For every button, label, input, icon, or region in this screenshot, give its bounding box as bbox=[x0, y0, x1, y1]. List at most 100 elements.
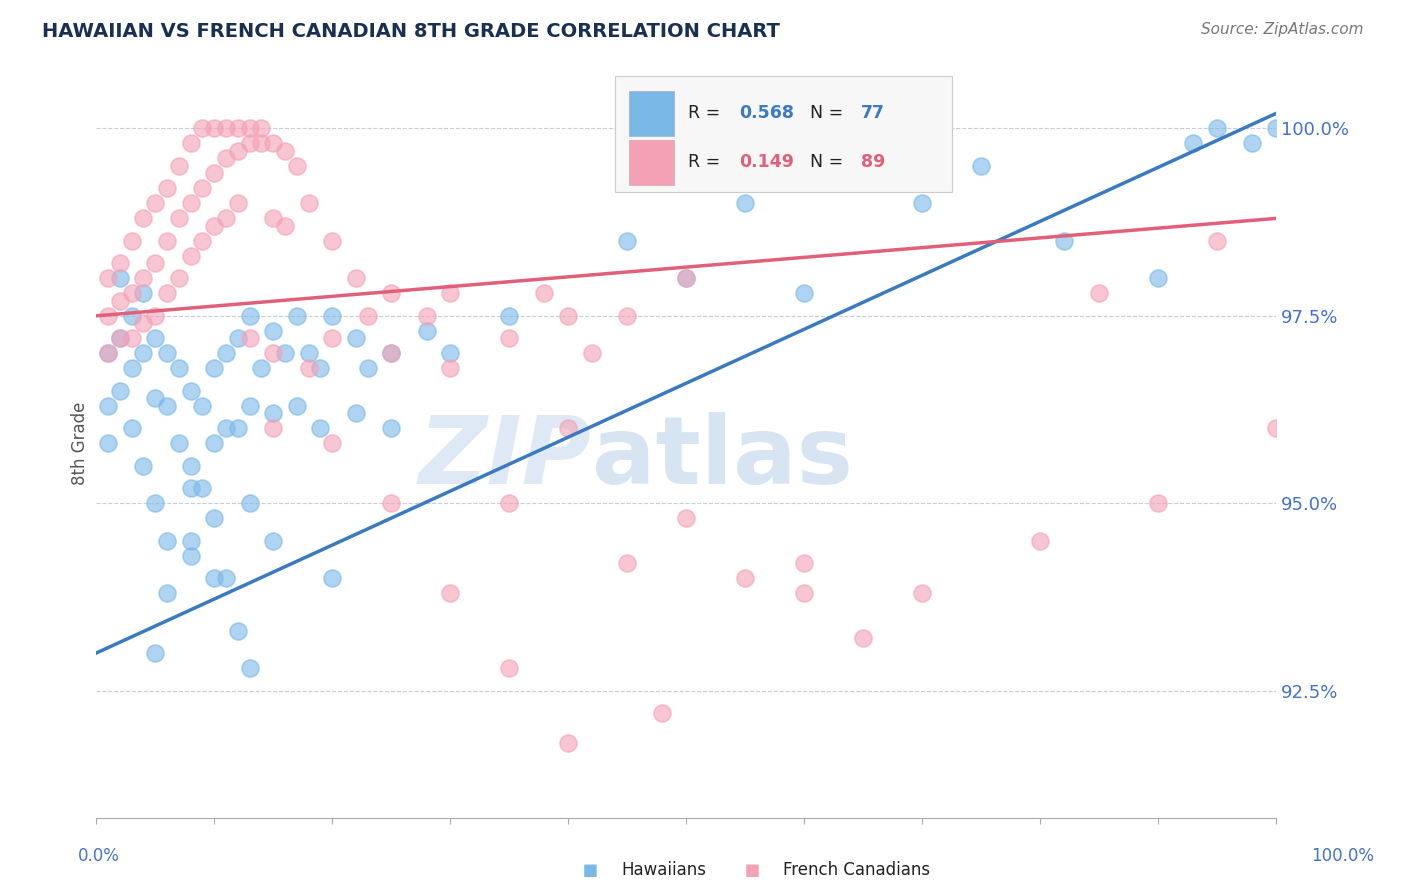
Point bbox=[97, 436, 120, 450]
Point bbox=[533, 286, 555, 301]
Point bbox=[121, 331, 143, 345]
Point bbox=[1265, 121, 1288, 136]
Point bbox=[97, 271, 120, 285]
Point bbox=[167, 436, 190, 450]
Text: ZIP: ZIP bbox=[419, 412, 592, 504]
Point bbox=[250, 361, 273, 376]
Point bbox=[108, 271, 131, 285]
Point bbox=[180, 136, 202, 151]
Point bbox=[180, 549, 202, 563]
Point bbox=[167, 361, 190, 376]
Point bbox=[202, 219, 225, 233]
Point bbox=[439, 286, 461, 301]
Point bbox=[557, 736, 579, 750]
Point bbox=[380, 496, 402, 510]
Point bbox=[132, 458, 155, 473]
Point bbox=[108, 384, 131, 398]
Y-axis label: 8th Grade: 8th Grade bbox=[72, 401, 89, 485]
Point bbox=[852, 631, 875, 645]
Point bbox=[734, 196, 756, 211]
Point bbox=[215, 152, 238, 166]
Point bbox=[262, 406, 284, 420]
Point bbox=[238, 496, 260, 510]
Point bbox=[180, 533, 202, 548]
Point bbox=[238, 309, 260, 323]
Point bbox=[356, 361, 378, 376]
Point bbox=[143, 256, 166, 270]
Point bbox=[498, 309, 520, 323]
Point bbox=[143, 391, 166, 405]
Point bbox=[1147, 496, 1170, 510]
Point bbox=[616, 309, 638, 323]
Point bbox=[1052, 234, 1074, 248]
Point bbox=[202, 511, 225, 525]
Point bbox=[121, 361, 143, 376]
Text: 0.0%: 0.0% bbox=[77, 847, 120, 865]
Point bbox=[226, 144, 249, 158]
Point bbox=[309, 421, 332, 435]
Point bbox=[226, 421, 249, 435]
Point bbox=[380, 346, 402, 360]
Point bbox=[191, 481, 214, 495]
Point bbox=[344, 406, 367, 420]
Text: Source: ZipAtlas.com: Source: ZipAtlas.com bbox=[1201, 22, 1364, 37]
Point bbox=[202, 121, 225, 136]
Point bbox=[321, 331, 343, 345]
Point bbox=[202, 361, 225, 376]
Point bbox=[97, 346, 120, 360]
Point bbox=[226, 121, 249, 136]
Point bbox=[202, 166, 225, 180]
Point bbox=[156, 346, 179, 360]
Text: R =: R = bbox=[689, 153, 721, 171]
Point bbox=[156, 286, 179, 301]
Point bbox=[1182, 136, 1205, 151]
Point bbox=[180, 196, 202, 211]
Point bbox=[215, 571, 238, 585]
Point bbox=[191, 181, 214, 195]
Point bbox=[226, 624, 249, 638]
Point bbox=[852, 174, 875, 188]
Point bbox=[97, 399, 120, 413]
Point bbox=[344, 271, 367, 285]
FancyBboxPatch shape bbox=[616, 76, 952, 192]
Point bbox=[121, 309, 143, 323]
Point bbox=[557, 421, 579, 435]
Point bbox=[143, 496, 166, 510]
Point bbox=[380, 421, 402, 435]
Point bbox=[274, 346, 297, 360]
Point bbox=[262, 324, 284, 338]
Point bbox=[238, 121, 260, 136]
Point bbox=[156, 234, 179, 248]
Point bbox=[616, 556, 638, 570]
Point bbox=[215, 421, 238, 435]
Point bbox=[675, 271, 697, 285]
Point bbox=[321, 436, 343, 450]
Point bbox=[262, 211, 284, 226]
Point bbox=[321, 309, 343, 323]
Point bbox=[132, 316, 155, 330]
Bar bbox=[630, 91, 675, 136]
Point bbox=[285, 399, 308, 413]
Point bbox=[1029, 533, 1052, 548]
Point bbox=[439, 346, 461, 360]
Point bbox=[143, 309, 166, 323]
Point bbox=[285, 159, 308, 173]
Point bbox=[238, 331, 260, 345]
Point bbox=[262, 533, 284, 548]
Text: N =: N = bbox=[810, 104, 844, 122]
Point bbox=[344, 331, 367, 345]
Point bbox=[132, 271, 155, 285]
Point bbox=[238, 136, 260, 151]
Point bbox=[1088, 286, 1111, 301]
Point bbox=[415, 309, 437, 323]
Point bbox=[108, 331, 131, 345]
Point bbox=[215, 121, 238, 136]
Point bbox=[675, 271, 697, 285]
Point bbox=[498, 661, 520, 675]
Point bbox=[156, 181, 179, 195]
Point bbox=[911, 196, 934, 211]
Point bbox=[132, 286, 155, 301]
Point bbox=[108, 331, 131, 345]
Point bbox=[911, 586, 934, 600]
Text: HAWAIIAN VS FRENCH CANADIAN 8TH GRADE CORRELATION CHART: HAWAIIAN VS FRENCH CANADIAN 8TH GRADE CO… bbox=[42, 22, 780, 41]
